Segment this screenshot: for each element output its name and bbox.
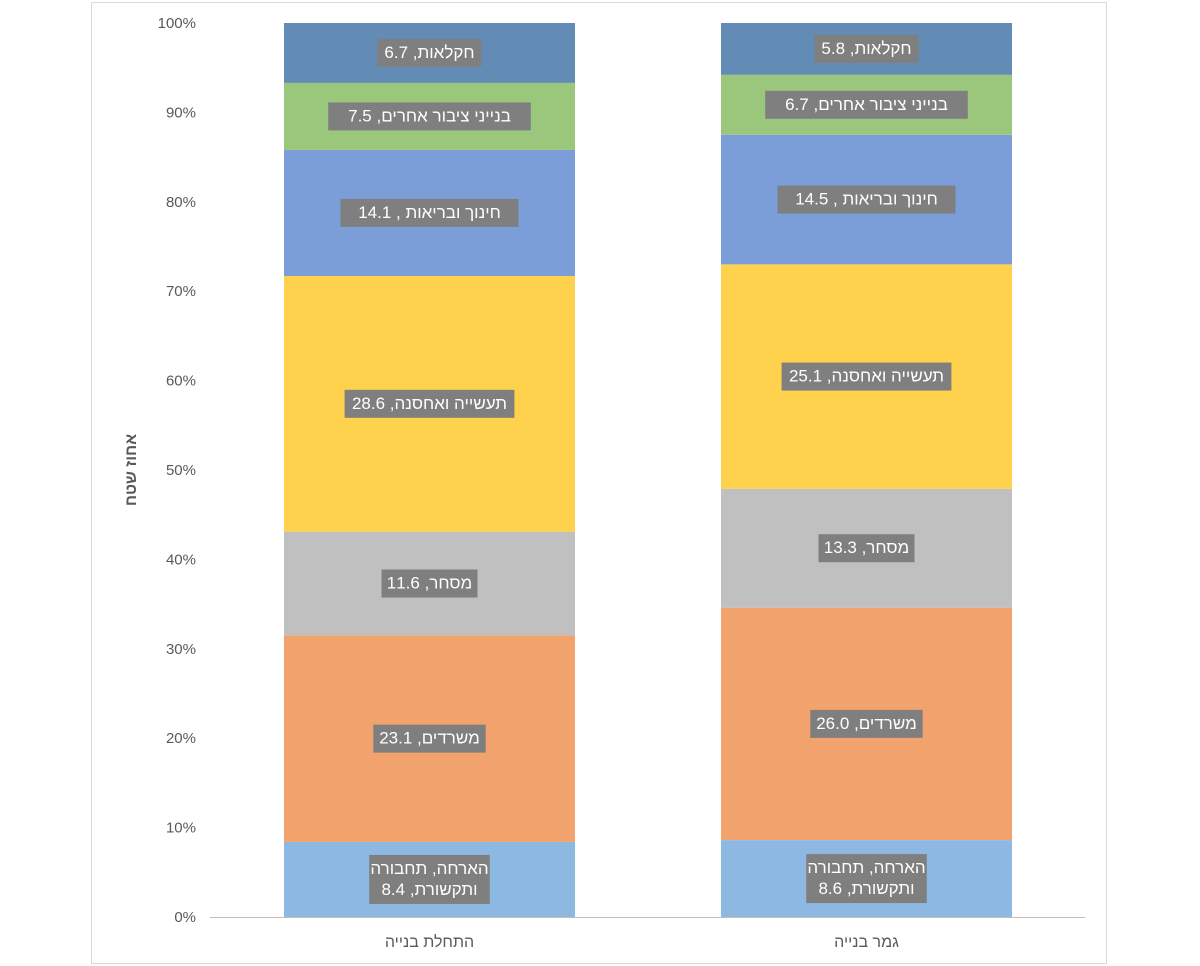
data-label: בנייני ציבור אחרים, 6.7: [765, 90, 968, 119]
data-label-text: משרדים, 23.1: [379, 729, 480, 748]
data-label-box: [818, 534, 915, 563]
data-label: מסחר, 13.3: [818, 534, 915, 563]
bars: הארחה, תחבורה ותקשורת, 8.4 משרדים, 23.1 מסח…: [284, 23, 1012, 917]
y-axis-ticks: 0% 10% 20% 30% 40% 50% 60% 70% 80% 90% 100%: [158, 15, 196, 926]
y-tick-label: 0%: [174, 909, 196, 926]
data-label-text: בנייני ציבור אחרים, 7.5: [348, 106, 511, 125]
y-tick-label: 70%: [166, 283, 196, 300]
data-label: הארחה, תחבורה ותקשורת, 8.6: [806, 854, 927, 904]
data-label-box: [806, 854, 927, 904]
y-tick-label: 10%: [166, 820, 196, 837]
data-label: תעשייה ואחסנה, 28.6: [344, 389, 515, 418]
y-tick-label: 90%: [166, 104, 196, 121]
data-label-text: בנייני ציבור אחרים, 6.7: [785, 95, 948, 114]
data-label-box: [777, 185, 956, 214]
data-label-text: מסחר, 11.6: [387, 574, 472, 593]
y-tick-label: 50%: [166, 462, 196, 479]
x-category-label: גמר בנייה: [834, 934, 899, 951]
data-label-text: חינוך ובריאות , 14.1: [358, 203, 501, 222]
data-label-box: [765, 90, 968, 119]
data-label: משרדים, 23.1: [373, 724, 486, 753]
y-tick-label: 100%: [158, 15, 196, 32]
data-label: תעשייה ואחסנה, 25.1: [781, 362, 952, 391]
data-label-box: [377, 38, 482, 67]
data-label-box: [814, 34, 919, 63]
y-tick-label: 30%: [166, 641, 196, 658]
data-label-text: חקלאות, 5.8: [821, 39, 911, 58]
data-label-box: [328, 102, 531, 131]
data-label: חינוך ובריאות , 14.1: [340, 198, 519, 227]
data-label-box: [344, 389, 515, 418]
data-label-box: [810, 709, 923, 738]
x-axis-labels: התחלת בנייה גמר בנייה: [385, 933, 899, 951]
y-axis-title: אחוז שטח: [123, 434, 140, 506]
data-label-text: הארחה, תחבורה: [807, 858, 925, 877]
data-label-box: [381, 569, 478, 598]
data-label: מסחר, 11.6: [381, 569, 478, 598]
data-label: בנייני ציבור אחרים, 7.5: [328, 102, 531, 131]
y-tick-label: 20%: [166, 730, 196, 747]
y-tick-label: 40%: [166, 551, 196, 568]
data-label-text: חינוך ובריאות , 14.5: [795, 190, 938, 209]
data-label-box: [369, 854, 490, 904]
data-label-text: מסחר, 13.3: [824, 538, 909, 557]
data-label: חקלאות, 6.7: [377, 38, 482, 67]
data-label: הארחה, תחבורה ותקשורת, 8.4: [369, 854, 490, 904]
data-label-text: הארחה, תחבורה: [370, 859, 488, 878]
y-tick-label: 60%: [166, 373, 196, 390]
data-label-box: [781, 362, 952, 391]
data-label-box: [340, 198, 519, 227]
data-label-box: [373, 724, 486, 753]
data-label-text: ותקשורת, 8.6: [818, 879, 914, 898]
data-label-text: ותקשורת, 8.4: [381, 880, 477, 899]
data-label-text: תעשייה ואחסנה, 28.6: [352, 394, 507, 413]
data-label: חקלאות, 5.8: [814, 34, 919, 63]
data-label: משרדים, 26.0: [810, 709, 923, 738]
chart-frame: [91, 2, 1107, 964]
data-label-text: חקלאות, 6.7: [384, 43, 474, 62]
data-label-text: תעשייה ואחסנה, 25.1: [789, 367, 944, 386]
data-label-text: משרדים, 26.0: [816, 714, 917, 733]
y-tick-label: 80%: [166, 194, 196, 211]
x-category-label: התחלת בנייה: [385, 933, 474, 951]
data-label: חינוך ובריאות , 14.5: [777, 185, 956, 214]
